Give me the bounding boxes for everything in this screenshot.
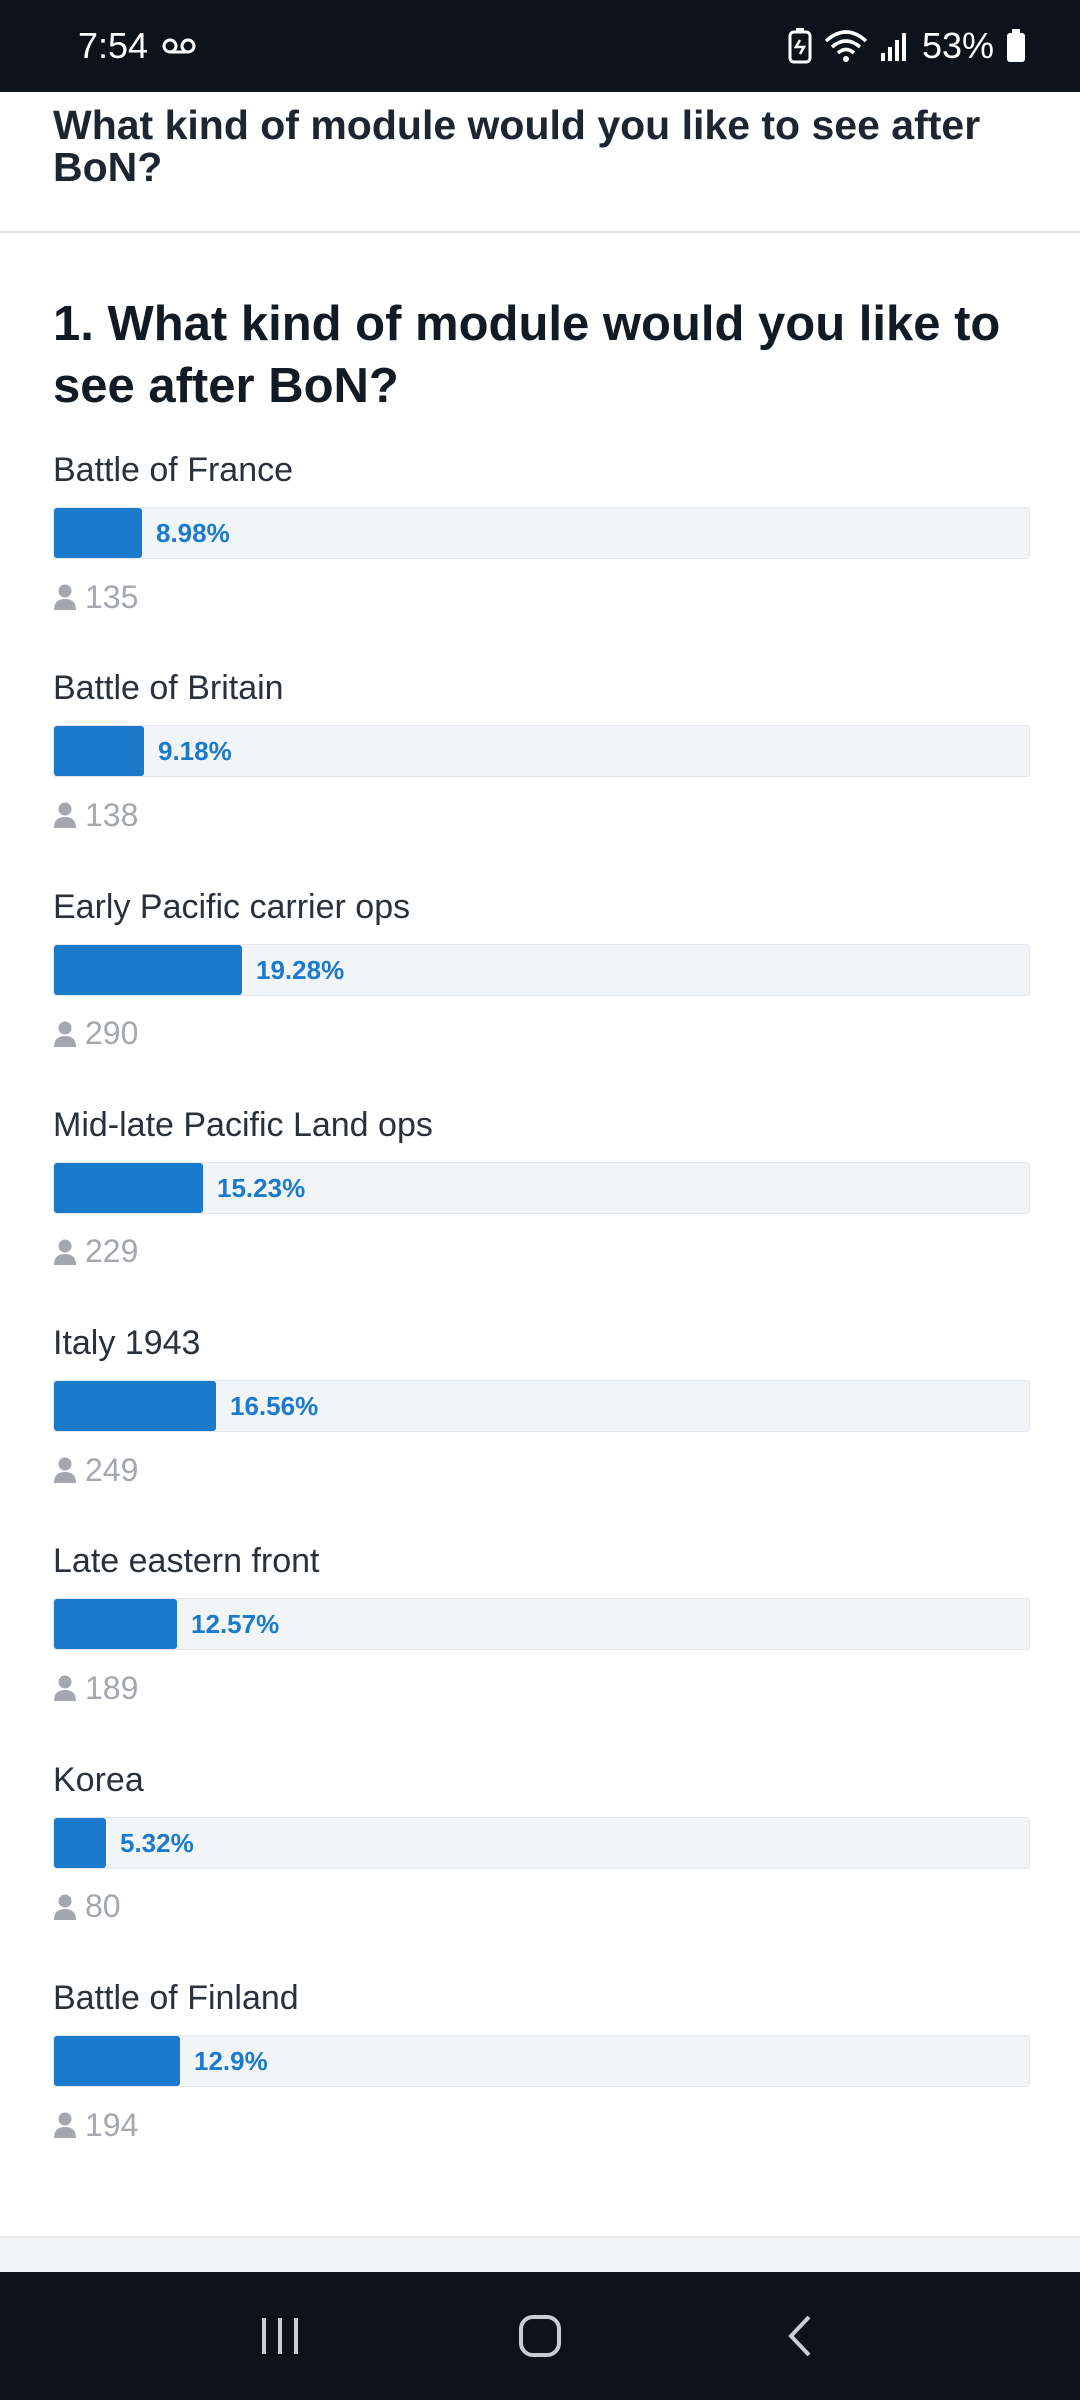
poll-option: Battle of France 8.98% 135 [53,449,1030,667]
poll-result-percent: 12.57% [191,1609,280,1640]
user-icon [53,1238,77,1266]
vote-count-text: 249 [85,1451,139,1488]
poll-vote-count: 138 [53,795,1027,835]
user-icon [53,1674,77,1702]
poll-question: 1. What kind of module would you like to… [53,297,1001,413]
user-icon [53,801,77,829]
poll-vote-count: 189 [53,1668,1027,1708]
poll-result-percent: 15.23% [217,1172,306,1203]
poll-option: Battle of Finland 12.9% 194 [53,1977,1030,2195]
user-icon [53,2111,77,2139]
thread-title: What kind of module would you like to se… [53,102,981,190]
status-time: 7:54 [78,25,149,66]
poll-option-label: Late eastern front [53,1542,320,1581]
back-icon[interactable] [760,2296,840,2376]
poll-vote-count: 80 [53,1887,1027,1927]
poll-option: Mid-late Pacific Land ops 15.23% 229 [53,1104,1030,1322]
poll-result-percent: 12.9% [194,2046,268,2077]
poll-vote-count: 249 [53,1450,1027,1490]
poll-option-label: Italy 1943 [53,1324,201,1363]
poll-vote-count: 135 [53,577,1027,617]
poll-vote-count: 290 [53,1014,1027,1054]
battery-percent: 53% [921,25,994,66]
poll-option: Korea 5.32% 80 [53,1759,1030,1977]
battery-saver-icon [788,28,812,64]
poll-option-label: Battle of Finland [53,1979,299,2018]
poll-option-label: Battle of Britain [53,669,284,708]
user-icon [53,1020,77,1048]
poll-result-fill [54,944,242,995]
poll-result-percent: 5.32% [120,1827,194,1858]
poll-result-percent: 9.18% [158,736,232,767]
signal-icon [880,31,910,61]
status-left: 7:54 [78,25,196,67]
poll-option: Battle of Britain 9.18% 138 [53,667,1030,885]
poll-result-bar: 19.28% [53,943,1030,996]
home-icon[interactable] [500,2296,580,2376]
poll-result-percent: 19.28% [256,954,345,985]
user-icon [53,1456,77,1484]
recents-icon[interactable] [240,2296,320,2376]
poll-result-bar: 15.23% [53,1161,1030,1214]
poll-result-fill [54,726,144,777]
poll-vote-count: 194 [53,2105,1027,2145]
voicemail-icon [162,37,196,55]
vote-count-text: 290 [85,1015,139,1052]
user-icon [53,1893,77,1921]
user-icon [53,583,77,611]
poll-result-bar: 5.32% [53,1816,1030,1869]
wifi-icon [824,29,868,63]
vote-count-text: 194 [85,2106,139,2143]
poll-result-fill [54,1162,203,1213]
poll-card: 1. What kind of module would you like to… [0,233,1080,2238]
vote-count-text: 80 [85,1888,121,1925]
poll-result-fill [54,508,142,558]
poll-option: Italy 1943 16.56% 249 [53,1322,1030,1540]
poll-result-bar: 16.56% [53,1380,1030,1433]
thread-header: What kind of module would you like to se… [0,92,1080,233]
poll-result-fill [54,1599,177,1650]
poll-option-label: Korea [53,1760,144,1799]
poll-option-label: Battle of France [53,451,294,489]
poll-result-bar: 9.18% [53,725,1030,778]
poll-result-bar: 12.9% [53,2035,1030,2088]
vote-count-text: 229 [85,1233,139,1270]
poll-result-percent: 16.56% [230,1391,319,1422]
poll-option-label: Mid-late Pacific Land ops [53,1105,433,1144]
poll-result-fill [54,1817,106,1868]
poll-result-fill [54,2036,180,2087]
poll-option: Early Pacific carrier ops 19.28% 290 [53,886,1030,1104]
poll-result-bar: 12.57% [53,1598,1030,1651]
poll-result-fill [54,1381,216,1432]
status-bar: 7:54 [0,0,1080,92]
poll-option: Late eastern front 12.57% 189 [53,1540,1030,1758]
system-nav-bar [0,2272,1080,2400]
vote-count-text: 135 [85,578,139,615]
vote-count-text: 138 [85,796,139,833]
poll-result-bar: 8.98% [53,507,1030,559]
poll-card-footer [0,2236,1080,2272]
poll-vote-count: 229 [53,1232,1027,1272]
status-right: 53% [788,25,1026,67]
battery-icon [1006,29,1026,63]
poll-option-label: Early Pacific carrier ops [53,887,411,926]
vote-count-text: 189 [85,1669,139,1706]
poll-result-percent: 8.98% [156,518,230,548]
poll-options: Battle of France 8.98% 135 Battle of Britai… [53,449,1030,2195]
